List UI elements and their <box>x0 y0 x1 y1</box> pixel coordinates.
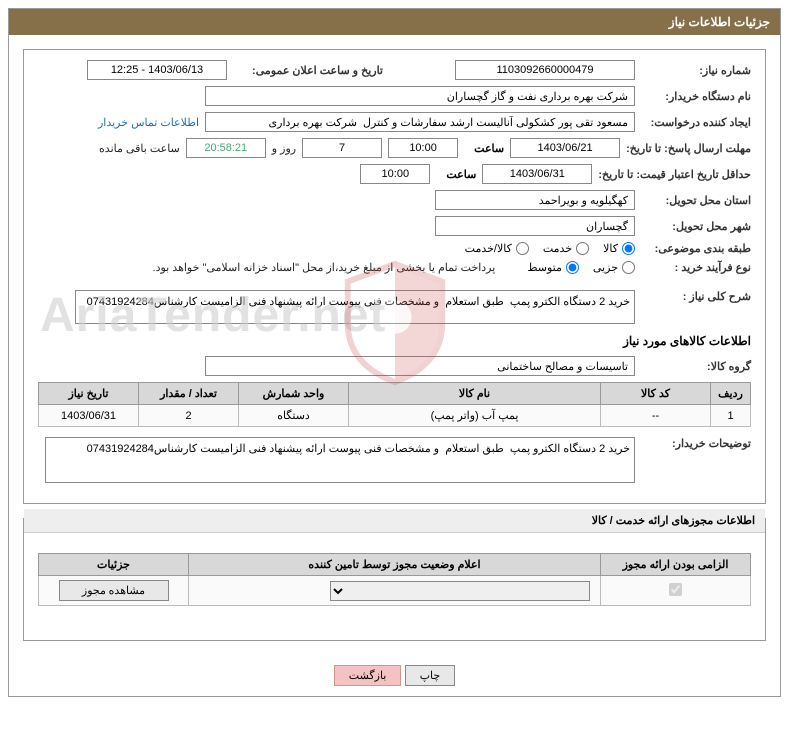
th-code: کد کالا <box>601 383 711 405</box>
status-select[interactable] <box>330 581 590 601</box>
deadline-time-field[interactable] <box>388 138 458 158</box>
group-field[interactable] <box>205 356 635 376</box>
goods-section-title: اطلاعات کالاهای مورد نیاز <box>38 334 751 348</box>
validity-time-field[interactable] <box>360 164 430 184</box>
th-status: اعلام وضعیت مجوز توسط تامین کننده <box>189 554 601 576</box>
view-permit-button[interactable]: مشاهده مجوز <box>59 580 169 601</box>
remaining-text: ساعت باقی مانده <box>99 142 180 155</box>
th-row: ردیف <box>711 383 751 405</box>
group-label: گروه کالا: <box>641 360 751 373</box>
cat-opt1: کالا <box>603 242 618 255</box>
proc-radio-medium[interactable] <box>566 261 579 274</box>
back-button[interactable]: بازگشت <box>334 665 402 686</box>
time-label-2: ساعت <box>436 168 476 181</box>
validity-date-field[interactable] <box>482 164 592 184</box>
permits-title: اطلاعات مجوزهای ارائه خدمت / کالا <box>24 509 765 533</box>
requester-label: ایجاد کننده درخواست: <box>641 116 751 129</box>
proc-opt2: متوسط <box>527 261 562 274</box>
days-text: روز و <box>272 142 296 155</box>
proc-radio-minor[interactable] <box>622 261 635 274</box>
announce-field[interactable] <box>87 60 227 80</box>
category-label: طبقه بندی موضوعی: <box>641 242 751 255</box>
cat-radio-goods[interactable] <box>622 242 635 255</box>
deadline-date-field[interactable] <box>510 138 620 158</box>
cat-radio-service[interactable] <box>576 242 589 255</box>
process-radio-group: جزیی متوسط <box>527 261 635 274</box>
print-button[interactable]: چاپ <box>405 665 456 686</box>
buyer-notes-textarea[interactable] <box>45 437 635 483</box>
time-remaining-field[interactable] <box>186 138 266 158</box>
category-radio-group: کالا خدمت کالا/خدمت <box>465 242 635 255</box>
city-label: شهر محل تحویل: <box>641 220 751 233</box>
time-label-1: ساعت <box>464 142 504 155</box>
table-cell: 2 <box>139 405 239 427</box>
th-unit: واحد شمارش <box>239 383 349 405</box>
desc-label: شرح کلی نیاز : <box>641 290 751 303</box>
table-cell: دستگاه <box>239 405 349 427</box>
main-container: جزئیات اطلاعات نیاز شماره نیاز: تاریخ و … <box>8 8 781 697</box>
table-cell: 1403/06/31 <box>39 405 139 427</box>
goods-table: ردیف کد کالا نام کالا واحد شمارش تعداد /… <box>38 382 751 427</box>
buyer-notes-label: توضیحات خریدار: <box>641 437 751 450</box>
buyer-org-label: نام دستگاه خریدار: <box>641 90 751 103</box>
th-qty: تعداد / مقدار <box>139 383 239 405</box>
table-row: 1--پمپ آب (واتر پمپ)دستگاه21403/06/31 <box>39 405 751 427</box>
buyer-org-field[interactable] <box>205 86 635 106</box>
table-cell: -- <box>601 405 711 427</box>
cat-opt3: کالا/خدمت <box>465 242 512 255</box>
validity-label: حداقل تاریخ اعتبار قیمت: تا تاریخ: <box>598 168 751 181</box>
days-remaining-field[interactable] <box>302 138 382 158</box>
action-buttons: چاپ بازگشت <box>9 655 780 696</box>
table-cell: 1 <box>711 405 751 427</box>
permits-table: الزامی بودن ارائه مجوز اعلام وضعیت مجوز … <box>38 553 751 606</box>
need-no-field[interactable] <box>455 60 635 80</box>
permits-section: اطلاعات مجوزهای ارائه خدمت / کالا الزامی… <box>23 518 766 641</box>
need-no-label: شماره نیاز: <box>641 64 751 77</box>
cat-opt2: خدمت <box>543 242 572 255</box>
details-section: شماره نیاز: تاریخ و ساعت اعلان عمومی: نا… <box>23 49 766 504</box>
permit-row: مشاهده مجوز <box>39 576 751 606</box>
th-date: تاریخ نیاز <box>39 383 139 405</box>
requester-field[interactable] <box>205 112 635 132</box>
page-header: جزئیات اطلاعات نیاز <box>9 9 780 35</box>
province-field[interactable] <box>435 190 635 210</box>
announce-label: تاریخ و ساعت اعلان عمومی: <box>233 64 383 77</box>
treasury-note: پرداخت تمام یا بخشی از مبلغ خرید،از محل … <box>153 261 496 274</box>
th-mandatory: الزامی بودن ارائه مجوز <box>601 554 751 576</box>
th-details: جزئیات <box>39 554 189 576</box>
province-label: استان محل تحویل: <box>641 194 751 207</box>
buyer-contact-link[interactable]: اطلاعات تماس خریدار <box>98 116 199 129</box>
city-field[interactable] <box>435 216 635 236</box>
mandatory-checkbox <box>669 583 682 596</box>
proc-opt1: جزیی <box>593 261 618 274</box>
deadline-label: مهلت ارسال پاسخ: تا تاریخ: <box>626 142 751 155</box>
table-cell: پمپ آب (واتر پمپ) <box>349 405 601 427</box>
desc-textarea[interactable] <box>75 290 635 324</box>
cat-radio-both[interactable] <box>516 242 529 255</box>
process-label: نوع فرآیند خرید : <box>641 261 751 274</box>
th-name: نام کالا <box>349 383 601 405</box>
